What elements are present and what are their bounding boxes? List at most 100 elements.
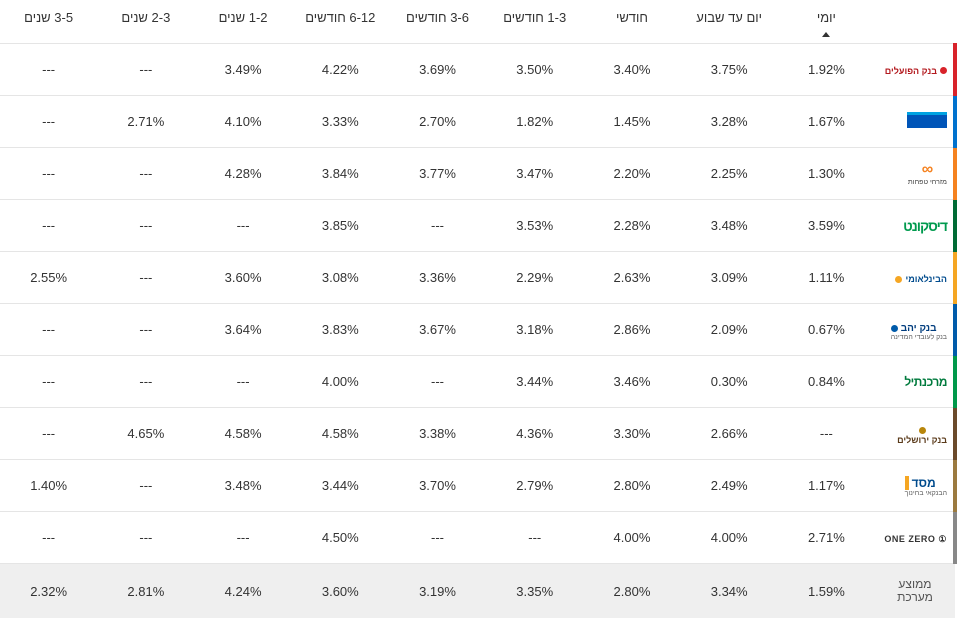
cell-value: 2.29% bbox=[486, 252, 583, 304]
average-row: ממוצעמערכת1.59%3.34%2.80%3.35%3.19%3.60%… bbox=[0, 564, 955, 619]
average-value: 3.35% bbox=[486, 564, 583, 619]
cell-value: --- bbox=[0, 44, 97, 96]
cell-value: 3.08% bbox=[292, 252, 389, 304]
average-value: 4.24% bbox=[194, 564, 291, 619]
bank-cell-mercantile: מרכנתיל bbox=[875, 356, 955, 408]
average-value: 3.60% bbox=[292, 564, 389, 619]
bank-cell-leumi bbox=[875, 96, 955, 148]
table-row: ∞מזרחי טפחות1.30%2.25%2.20%3.47%3.77%3.8… bbox=[0, 148, 955, 200]
cell-value: 2.49% bbox=[681, 460, 778, 512]
cell-value: --- bbox=[389, 200, 486, 252]
cell-value: 3.60% bbox=[194, 252, 291, 304]
header-6-12-months[interactable]: 6-12 חודשים bbox=[292, 0, 389, 44]
table-row: מרכנתיל0.84%0.30%3.46%3.44%---4.00%-----… bbox=[0, 356, 955, 408]
cell-value: 3.69% bbox=[389, 44, 486, 96]
bank-logo-masad: מסדהבנקאי בחינוך bbox=[905, 475, 947, 490]
cell-value: 2.86% bbox=[583, 304, 680, 356]
bank-logo-hapoalim: בנק הפועלים bbox=[885, 62, 947, 77]
bank-logo-mercantile: מרכנתיל bbox=[904, 374, 947, 389]
bank-logo-onezero: ① ONE ZERO bbox=[884, 530, 947, 545]
cell-value: 1.30% bbox=[778, 148, 875, 200]
header-1-2-years[interactable]: 1-2 שנים bbox=[194, 0, 291, 44]
cell-value: 3.46% bbox=[583, 356, 680, 408]
cell-value: 3.50% bbox=[486, 44, 583, 96]
average-value: 2.32% bbox=[0, 564, 97, 619]
cell-value: 1.82% bbox=[486, 96, 583, 148]
cell-value: 4.00% bbox=[292, 356, 389, 408]
cell-value: 2.80% bbox=[583, 460, 680, 512]
cell-value: 3.77% bbox=[389, 148, 486, 200]
cell-value: --- bbox=[194, 200, 291, 252]
table-row: דיסקונט3.59%3.48%2.28%3.53%---3.85%-----… bbox=[0, 200, 955, 252]
cell-value: 1.40% bbox=[0, 460, 97, 512]
cell-value: 0.67% bbox=[778, 304, 875, 356]
bank-logo-mizrahi: ∞מזרחי טפחות bbox=[908, 162, 947, 177]
cell-value: --- bbox=[0, 96, 97, 148]
cell-value: --- bbox=[97, 304, 194, 356]
cell-value: 3.64% bbox=[194, 304, 291, 356]
cell-value: --- bbox=[0, 408, 97, 460]
cell-value: --- bbox=[0, 200, 97, 252]
cell-value: --- bbox=[0, 356, 97, 408]
average-value: 3.34% bbox=[681, 564, 778, 619]
cell-value: 3.18% bbox=[486, 304, 583, 356]
header-bank bbox=[875, 0, 955, 44]
cell-value: 4.00% bbox=[583, 512, 680, 564]
average-value: 2.81% bbox=[97, 564, 194, 619]
header-1-3-months[interactable]: 1-3 חודשים bbox=[486, 0, 583, 44]
average-value: 2.80% bbox=[583, 564, 680, 619]
cell-value: 1.92% bbox=[778, 44, 875, 96]
cell-value: --- bbox=[97, 512, 194, 564]
cell-value: --- bbox=[97, 252, 194, 304]
header-2-3-years[interactable]: 2-3 שנים bbox=[97, 0, 194, 44]
average-value: 1.59% bbox=[778, 564, 875, 619]
cell-value: --- bbox=[97, 356, 194, 408]
cell-value: 3.30% bbox=[583, 408, 680, 460]
cell-value: 2.63% bbox=[583, 252, 680, 304]
cell-value: 3.38% bbox=[389, 408, 486, 460]
cell-value: 3.70% bbox=[389, 460, 486, 512]
cell-value: --- bbox=[97, 460, 194, 512]
bank-cell-yahav: בנק יהבבנק לעובדי המדינה bbox=[875, 304, 955, 356]
bank-logo-jerusalem: בנק ירושלים bbox=[897, 422, 947, 437]
average-label: ממוצעמערכת bbox=[875, 564, 955, 619]
cell-value: 4.10% bbox=[194, 96, 291, 148]
header-3-5-years[interactable]: 3-5 שנים bbox=[0, 0, 97, 44]
bank-cell-mizrahi: ∞מזרחי טפחות bbox=[875, 148, 955, 200]
cell-value: 3.40% bbox=[583, 44, 680, 96]
header-3-6-months[interactable]: 3-6 חודשים bbox=[389, 0, 486, 44]
cell-value: 2.55% bbox=[0, 252, 97, 304]
bank-logo-beinleumi: הבינלאומי bbox=[895, 270, 947, 285]
cell-value: 4.58% bbox=[292, 408, 389, 460]
rates-table: יומי יום עד שבוע חודשי 1-3 חודשים 3-6 חו… bbox=[0, 0, 957, 618]
table-row: מסדהבנקאי בחינוך1.17%2.49%2.80%2.79%3.70… bbox=[0, 460, 955, 512]
header-day-to-week[interactable]: יום עד שבוע bbox=[681, 0, 778, 44]
cell-value: 4.50% bbox=[292, 512, 389, 564]
table-row: בנק הפועלים1.92%3.75%3.40%3.50%3.69%4.22… bbox=[0, 44, 955, 96]
table-row: בנק ירושלים---2.66%3.30%4.36%3.38%4.58%4… bbox=[0, 408, 955, 460]
header-daily[interactable]: יומי bbox=[778, 0, 875, 44]
cell-value: 2.71% bbox=[778, 512, 875, 564]
cell-value: --- bbox=[194, 512, 291, 564]
cell-value: 2.09% bbox=[681, 304, 778, 356]
bank-cell-onezero: ① ONE ZERO bbox=[875, 512, 955, 564]
average-value: 3.19% bbox=[389, 564, 486, 619]
cell-value: 4.28% bbox=[194, 148, 291, 200]
cell-value: 3.83% bbox=[292, 304, 389, 356]
cell-value: 4.36% bbox=[486, 408, 583, 460]
cell-value: 2.66% bbox=[681, 408, 778, 460]
bank-cell-jerusalem: בנק ירושלים bbox=[875, 408, 955, 460]
cell-value: --- bbox=[194, 356, 291, 408]
cell-value: 2.25% bbox=[681, 148, 778, 200]
bank-logo-leumi bbox=[907, 116, 947, 131]
cell-value: --- bbox=[0, 512, 97, 564]
cell-value: 3.59% bbox=[778, 200, 875, 252]
cell-value: 1.67% bbox=[778, 96, 875, 148]
header-monthly[interactable]: חודשי bbox=[583, 0, 680, 44]
cell-value: 3.75% bbox=[681, 44, 778, 96]
cell-value: 1.11% bbox=[778, 252, 875, 304]
cell-value: --- bbox=[97, 44, 194, 96]
cell-value: 1.45% bbox=[583, 96, 680, 148]
table-header: יומי יום עד שבוע חודשי 1-3 חודשים 3-6 חו… bbox=[0, 0, 955, 44]
table-row: הבינלאומי1.11%3.09%2.63%2.29%3.36%3.08%3… bbox=[0, 252, 955, 304]
